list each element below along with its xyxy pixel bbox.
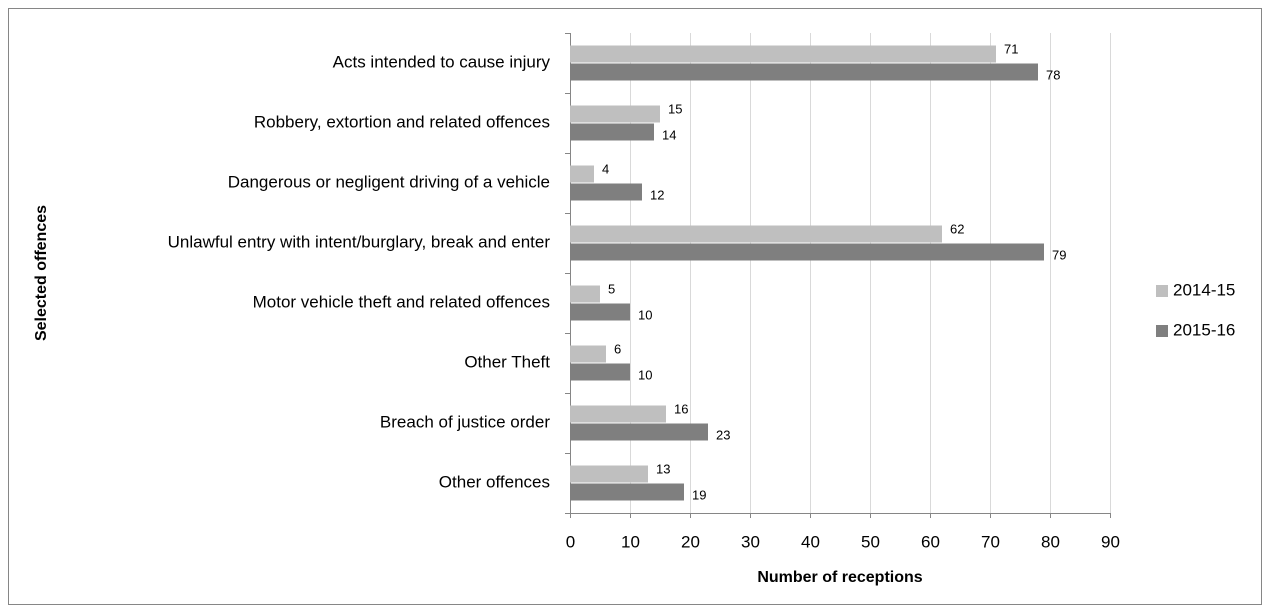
- x-tick-label: 0: [566, 532, 575, 551]
- legend-swatch: [1156, 285, 1168, 297]
- data-label: 23: [716, 427, 730, 442]
- bar: [570, 345, 606, 363]
- data-label: 19: [692, 487, 706, 502]
- bar: [570, 45, 996, 63]
- bar: [570, 285, 600, 303]
- bar: [570, 63, 1038, 81]
- legend-label: 2015-16: [1173, 320, 1235, 339]
- data-label: 6: [614, 341, 621, 356]
- chart-border: [8, 8, 1262, 605]
- data-label: 12: [650, 187, 664, 202]
- x-tick-label: 40: [801, 532, 820, 551]
- bar: [570, 225, 942, 243]
- data-label: 14: [662, 127, 676, 142]
- data-label: 10: [638, 307, 652, 322]
- y-tick-label: Unlawful entry with intent/burglary, bre…: [168, 232, 551, 251]
- y-tick-label: Other offences: [439, 472, 550, 491]
- x-tick-label: 60: [921, 532, 940, 551]
- x-tick-label: 80: [1041, 532, 1060, 551]
- data-label: 79: [1052, 247, 1066, 262]
- x-tick-label: 20: [681, 532, 700, 551]
- bar: [570, 123, 654, 141]
- data-label: 4: [602, 161, 609, 176]
- bar: [570, 243, 1044, 261]
- y-tick-label: Acts intended to cause injury: [333, 52, 551, 71]
- y-axis-title: Selected offences: [33, 205, 50, 341]
- y-tick-label: Dangerous or negligent driving of a vehi…: [228, 172, 550, 191]
- data-label: 16: [674, 401, 688, 416]
- data-label: 5: [608, 281, 615, 296]
- x-tick-label: 90: [1101, 532, 1120, 551]
- data-label: 10: [638, 367, 652, 382]
- legend-label: 2014-15: [1173, 280, 1235, 299]
- data-label: 78: [1046, 67, 1060, 82]
- y-tick-label: Breach of justice order: [380, 412, 550, 431]
- y-tick-label: Motor vehicle theft and related offences: [253, 292, 550, 311]
- bar: [570, 483, 684, 501]
- data-label: 71: [1004, 41, 1018, 56]
- x-tick-label: 10: [621, 532, 640, 551]
- x-tick-label: 70: [981, 532, 1000, 551]
- y-tick-label: Other Theft: [464, 352, 550, 371]
- bar: [570, 105, 660, 123]
- x-tick-label: 50: [861, 532, 880, 551]
- data-label: 15: [668, 101, 682, 116]
- bar: [570, 183, 642, 201]
- bar: [570, 165, 594, 183]
- x-axis-title: Number of receptions: [757, 569, 922, 586]
- bar: [570, 405, 666, 423]
- legend-swatch: [1156, 325, 1168, 337]
- x-tick-label: 30: [741, 532, 760, 551]
- bar: [570, 303, 630, 321]
- data-label: 62: [950, 221, 964, 236]
- y-tick-label: Robbery, extortion and related offences: [254, 112, 550, 131]
- bar: [570, 363, 630, 381]
- bar: [570, 423, 708, 441]
- bar: [570, 465, 648, 483]
- data-label: 13: [656, 461, 670, 476]
